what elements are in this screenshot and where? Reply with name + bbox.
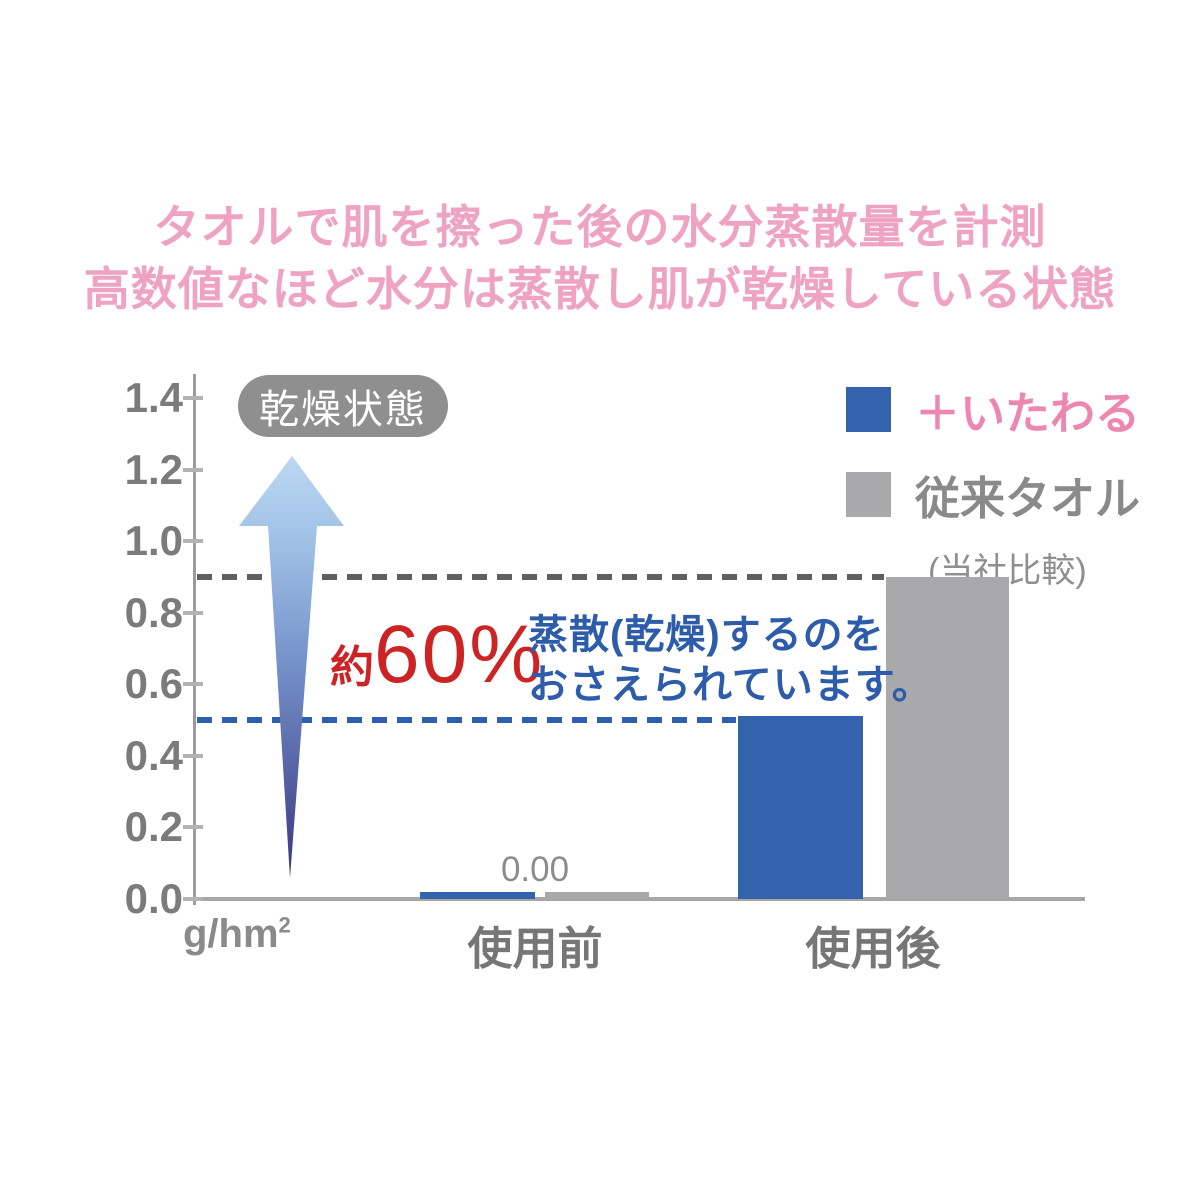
y-tick-mark — [183, 610, 203, 615]
bar-使用前-＋いたわる — [420, 892, 535, 899]
legend-label: 従来タオル — [915, 473, 1141, 524]
y-axis-unit-label: g/hm2 — [183, 912, 291, 957]
y-tick-label: 1.2 — [124, 445, 183, 493]
legend-label: ＋いたわる — [915, 388, 1141, 439]
y-tick-mark — [183, 825, 203, 830]
y-tick-label: 0.8 — [124, 588, 183, 636]
y-tick-label: 0.6 — [124, 660, 183, 708]
y-tick-mark — [183, 753, 203, 758]
legend-item-itawaru: ＋いたわる — [846, 377, 1140, 442]
reference-line — [197, 573, 884, 580]
reduction-prefix: 約 — [330, 643, 374, 692]
x-category-label-1: 使用前 — [467, 923, 603, 974]
y-tick-mark — [183, 897, 203, 901]
y-tick-mark — [183, 467, 203, 472]
reduction-annotation: 約 60% — [330, 608, 544, 702]
suppression-note-line1: 蒸散(乾燥)するのを — [528, 613, 885, 657]
suppression-note: 蒸散(乾燥)するのを おさえられています。 — [528, 610, 933, 710]
reference-line — [197, 717, 736, 724]
x-axis-line — [193, 897, 1085, 901]
unit-text: g/hm — [183, 912, 279, 956]
y-tick-label: 0.4 — [124, 731, 183, 779]
y-tick-label: 0.0 — [124, 875, 183, 922]
y-tick-mark — [183, 539, 203, 544]
bar-使用後-＋いたわる — [738, 716, 863, 899]
legend: ＋いたわる 従来タオル (当社比較) — [846, 377, 1140, 592]
chart-title-line1: タオルで肌を擦った後の水分蒸散量を計測 — [153, 201, 1047, 253]
y-axis-line — [193, 374, 196, 905]
legend-swatch-blue — [846, 387, 891, 432]
unit-sup: 2 — [278, 912, 291, 938]
bar-使用前-従来タオル — [545, 892, 649, 899]
y-tick-label: 1.4 — [124, 374, 183, 421]
y-tick-mark — [183, 396, 203, 400]
upward-arrow-icon — [239, 456, 344, 878]
reduction-value: 60% — [374, 609, 545, 700]
x-category-label-2: 使用後 — [805, 923, 941, 974]
chart-title-line2: 高数値なほど水分は蒸散し肌が乾燥している状態 — [83, 263, 1117, 315]
legend-swatch-gray — [846, 472, 891, 517]
y-tick-label: 1.0 — [124, 517, 183, 565]
bar-value-label: 0.00 — [500, 850, 570, 889]
dry-state-badge: 乾燥状態 — [238, 375, 448, 437]
bar-使用後-従来タオル — [886, 577, 1009, 899]
legend-item-conventional: 従来タオル — [846, 462, 1140, 527]
y-tick-label: 0.2 — [124, 803, 183, 851]
suppression-note-line2: おさえられています。 — [528, 663, 933, 707]
chart-title: タオルで肌を擦った後の水分蒸散量を計測 高数値なほど水分は蒸散し肌が乾燥している… — [0, 196, 1200, 320]
y-tick-mark — [183, 682, 203, 687]
